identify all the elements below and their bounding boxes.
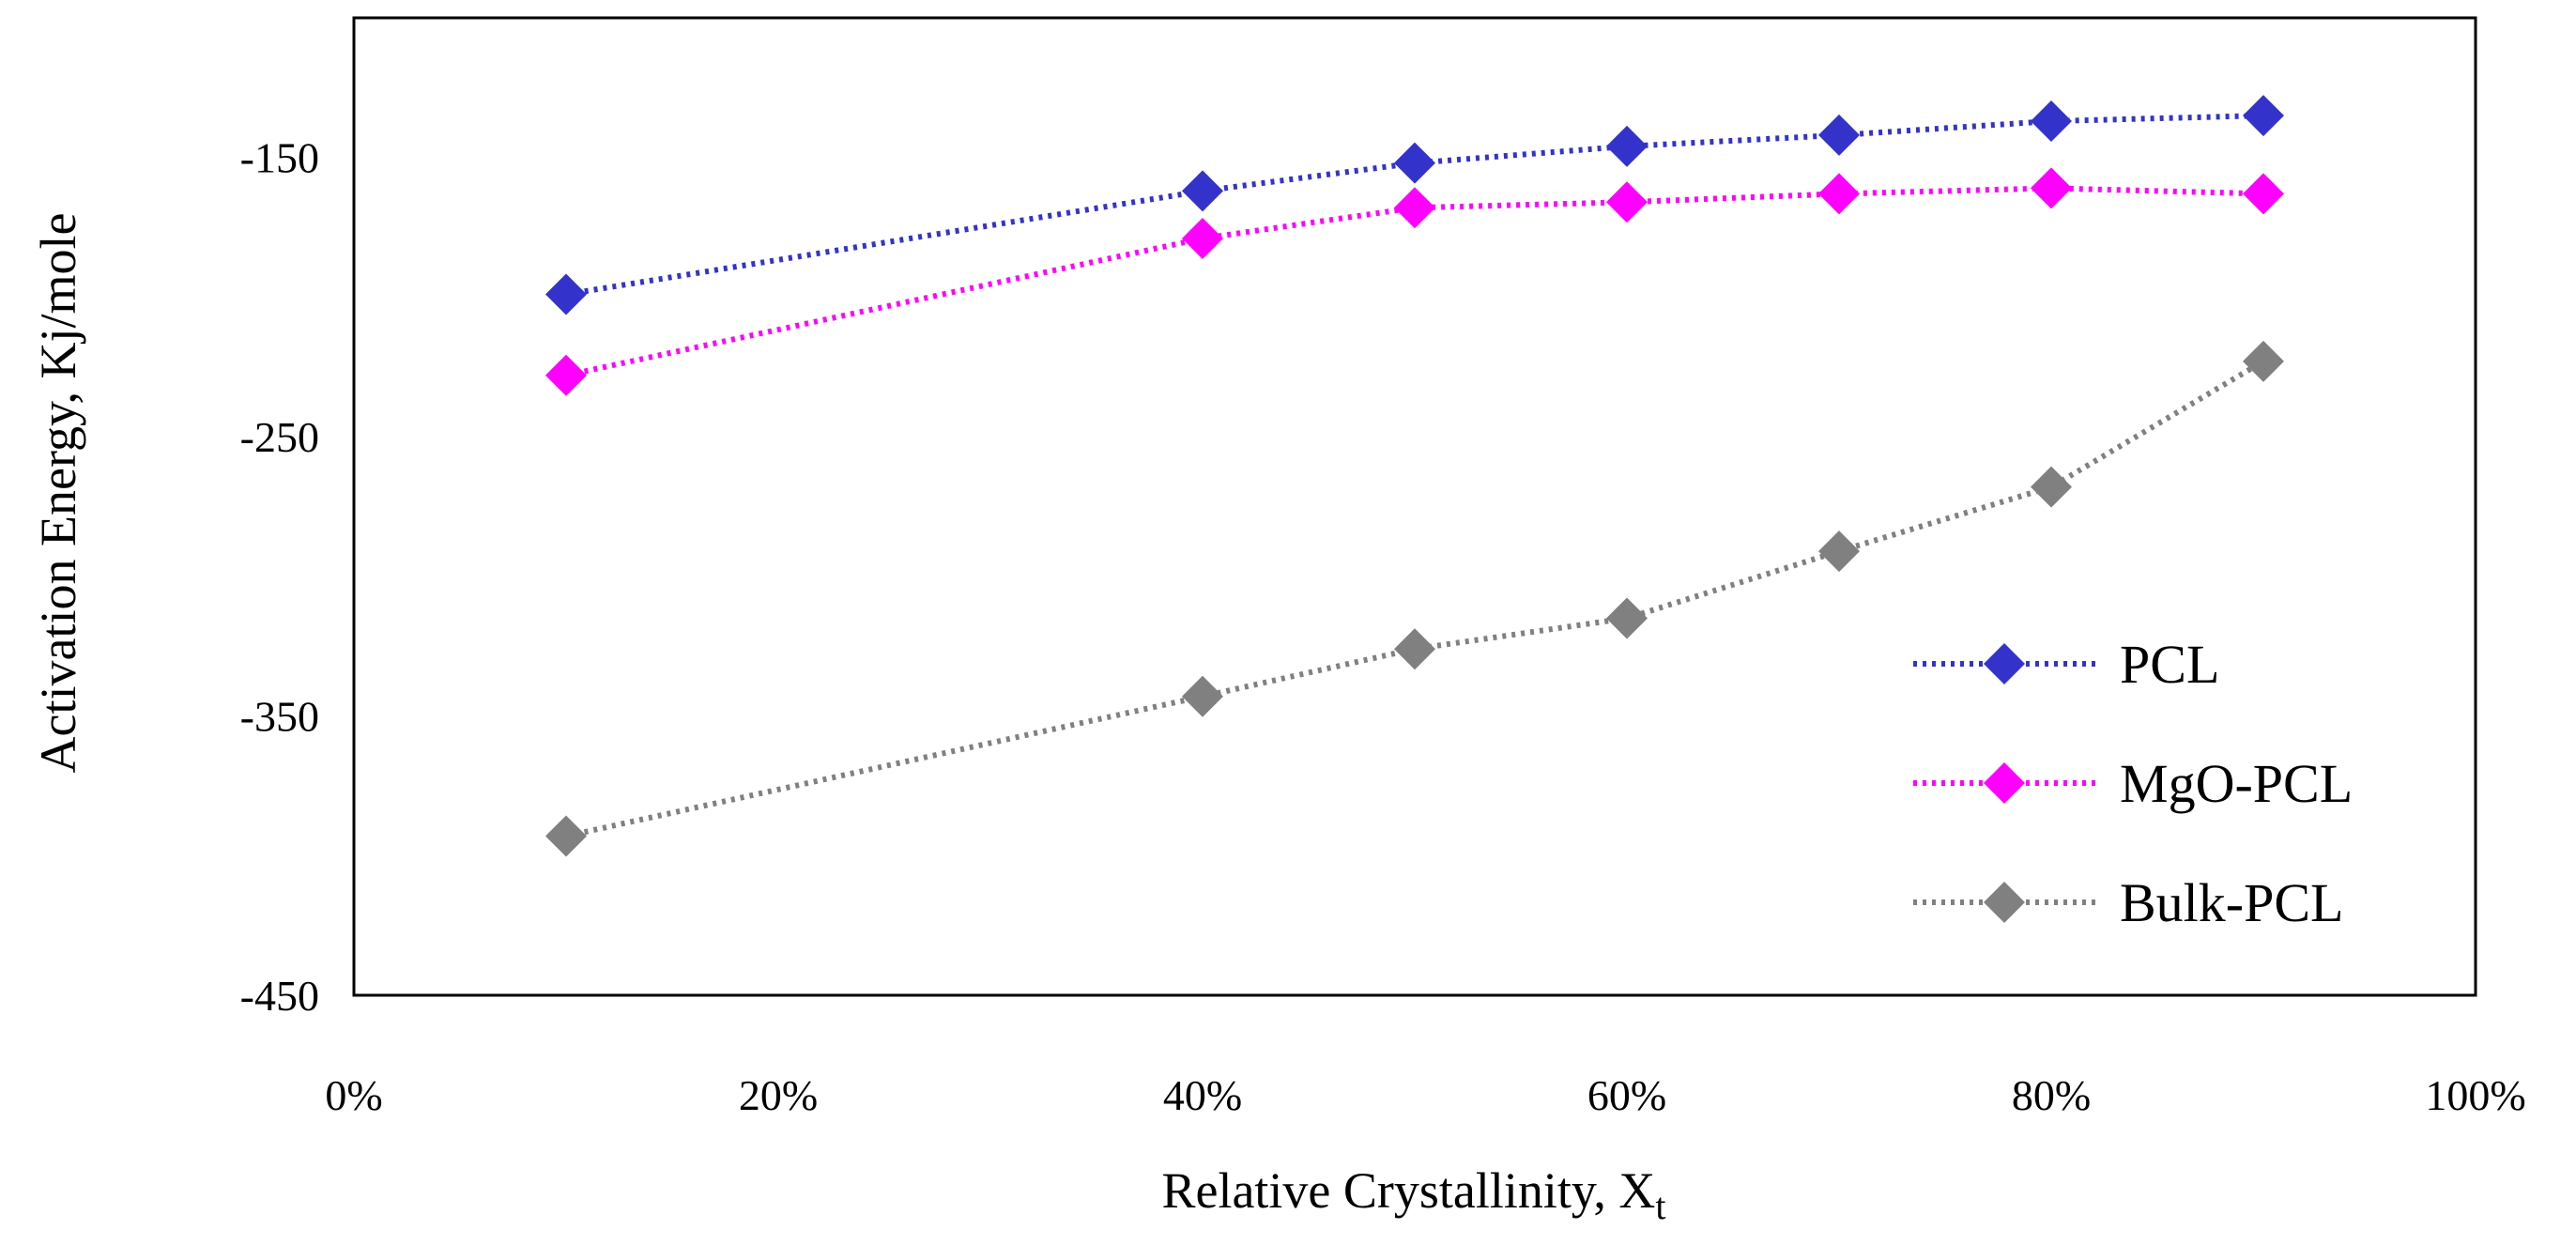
legend-entry-bulk-pcl: Bulk-PCL	[1913, 872, 2344, 933]
legend-label: Bulk-PCL	[2120, 872, 2344, 933]
y-tick-label: -250	[240, 413, 319, 461]
x-tick-label: 0%	[325, 1071, 382, 1119]
legend-label: PCL	[2120, 634, 2219, 695]
data-point	[545, 815, 587, 857]
data-point	[1394, 187, 1435, 229]
legend-marker	[1984, 882, 2025, 923]
x-axis-title-subscript: t	[1655, 1185, 1665, 1227]
data-point	[1606, 125, 1648, 167]
x-tick-label: 40%	[1163, 1071, 1242, 1119]
data-point	[1182, 675, 1223, 717]
x-tick-label: 80%	[2012, 1071, 2091, 1119]
data-point	[2031, 466, 2072, 508]
y-axis-title: Activation Energy, Kj/mole	[30, 213, 86, 774]
series-layer	[545, 95, 2284, 857]
y-tick-labels: -150 -250 -350 -450	[240, 134, 319, 1020]
series-pcl	[545, 95, 2284, 315]
data-point	[2243, 95, 2284, 137]
data-point	[545, 273, 587, 315]
data-point	[1818, 530, 1860, 573]
data-point	[1182, 217, 1223, 259]
legend-entry-pcl: PCL	[1913, 634, 2219, 695]
data-point	[1606, 181, 1648, 223]
legend-label: MgO-PCL	[2120, 753, 2353, 814]
data-point	[2031, 100, 2072, 143]
data-point	[2243, 173, 2284, 215]
x-tick-label: 100%	[2425, 1071, 2525, 1119]
x-axis-title-main: Relative Crystallinity, X	[1161, 1162, 1655, 1219]
data-point	[545, 354, 587, 396]
x-tick-label: 20%	[739, 1071, 818, 1119]
y-tick-label: -350	[240, 693, 319, 741]
data-point	[1394, 628, 1435, 670]
plot-frame	[352, 16, 2477, 997]
data-point	[1818, 114, 1860, 156]
series-line	[565, 359, 2265, 839]
data-point	[1182, 170, 1223, 212]
data-point	[1394, 142, 1435, 184]
data-point	[1606, 597, 1648, 639]
legend-marker	[1984, 762, 2025, 804]
series-mgo-pcl	[545, 167, 2284, 396]
data-point	[2031, 167, 2072, 209]
data-point	[1818, 173, 1860, 215]
legend: PCL MgO-PCL Bulk-PCL	[1913, 634, 2353, 933]
x-tick-label: 60%	[1587, 1071, 1666, 1119]
y-tick-label: -450	[240, 972, 319, 1020]
data-point	[2243, 340, 2284, 382]
y-tick-label: -150	[240, 134, 319, 182]
legend-marker	[1984, 643, 2025, 684]
x-tick-labels: 0% 20% 40% 60% 80% 100%	[325, 1071, 2525, 1119]
legend-entry-mgo-pcl: MgO-PCL	[1913, 753, 2353, 814]
series-bulk-pcl	[545, 340, 2284, 857]
x-axis-title: Relative Crystallinity, Xt	[1161, 1162, 1665, 1227]
